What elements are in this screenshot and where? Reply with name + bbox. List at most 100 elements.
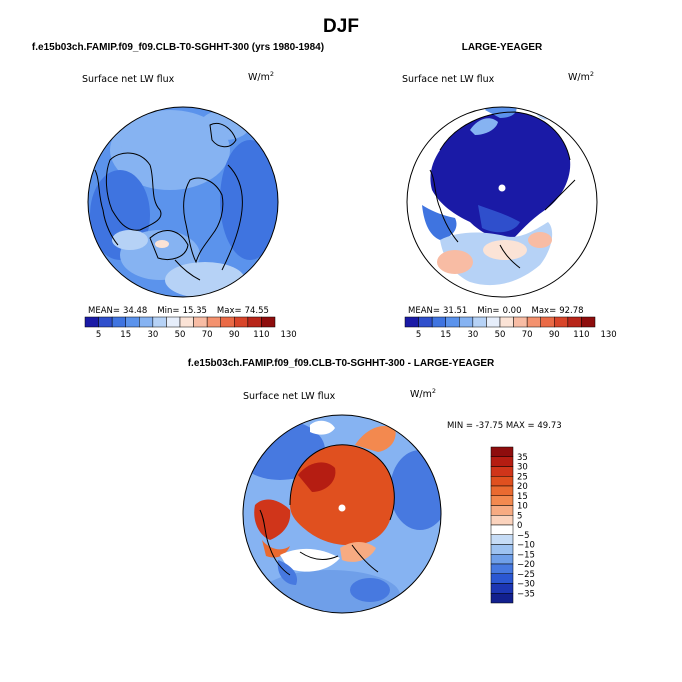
- panel-model-units-label: W/m: [248, 72, 270, 83]
- stat-min-label: Min=: [477, 306, 499, 316]
- colorbar-model-swatch: [206, 316, 221, 328]
- colorbar-difference-tick-label: 35: [517, 453, 528, 463]
- colorbar-model-swatch: [261, 316, 276, 328]
- panel-model-stats: MEAN= 34.48 Min= 15.35 Max= 74.55: [88, 306, 269, 316]
- colorbar-difference-swatch: [490, 456, 514, 467]
- colorbar-reference-swatch: [526, 316, 541, 328]
- colorbar-model-swatch: [84, 316, 99, 328]
- colorbar-reference-swatch: [581, 316, 596, 328]
- panel-difference-units-exponent: 2: [432, 387, 436, 395]
- colorbar-difference-swatch: [490, 466, 514, 477]
- colorbar-model-tick-label: 130: [280, 330, 296, 340]
- colorbar-difference-tick-label: −20: [517, 560, 535, 570]
- panel-difference-map-border: [242, 414, 442, 614]
- stat-mean-label: MEAN=: [408, 306, 440, 316]
- colorbar-reference-tick-label: 90: [549, 330, 560, 340]
- colorbar-reference-swatch: [459, 316, 474, 328]
- pole-marker: [338, 504, 346, 512]
- colorbar-difference-tick-label: 5: [517, 511, 522, 521]
- colorbar-model-swatch: [179, 316, 194, 328]
- colorbar-difference-tick-label: 30: [517, 463, 528, 473]
- colorbar-reference-tick-label: 50: [495, 330, 506, 340]
- page-title: DJF: [323, 16, 359, 37]
- panel-reference-case-title: LARGE-YEAGER: [462, 42, 543, 53]
- colorbar-reference-swatch: [472, 316, 487, 328]
- stat-min-label: Min=: [157, 306, 179, 316]
- colorbar-difference-tick-label: −5: [517, 531, 530, 541]
- colorbar-model-tick-label: 70: [202, 330, 213, 340]
- stat-max: 92.78: [559, 306, 583, 316]
- panel-reference-units-exponent: 2: [590, 70, 594, 78]
- panel-model-units-exponent: 2: [270, 70, 274, 78]
- stat-max: 74.55: [245, 306, 269, 316]
- colorbar-difference-tick-label: −10: [517, 541, 535, 551]
- colorbar-model-swatch: [247, 316, 262, 328]
- panel-model-map-border: [87, 106, 279, 298]
- colorbar-model-tick-label: 90: [229, 330, 240, 340]
- colorbar-reference-tick-label: 30: [467, 330, 478, 340]
- colorbar-model-tick-label: 5: [96, 330, 101, 340]
- stat-min: 15.35: [183, 306, 207, 316]
- panel-reference-units: W/m2: [568, 70, 594, 83]
- colorbar-difference-tick-label: 10: [517, 502, 528, 512]
- colorbar-difference-swatch: [490, 446, 514, 457]
- colorbar-model-swatch: [139, 316, 154, 328]
- colorbar-model-swatch: [111, 316, 126, 328]
- colorbar-reference-swatch: [445, 316, 460, 328]
- colorbar-difference-tick-label: 25: [517, 472, 528, 482]
- colorbar-difference-tick-label: −15: [517, 550, 535, 560]
- panel-reference-map-border: [406, 106, 598, 298]
- panel-reference-map: [407, 107, 597, 297]
- colorbar-reference-swatch: [513, 316, 528, 328]
- stat-mean-label: MEAN=: [88, 306, 120, 316]
- colorbar-reference-swatch: [554, 316, 569, 328]
- colorbar-model-swatch: [234, 316, 249, 328]
- colorbar-reference-tick-label: 130: [600, 330, 616, 340]
- stat-max-label: Max=: [532, 306, 557, 316]
- colorbar-reference-swatch: [404, 316, 419, 328]
- colorbar-reference-tick-label: 5: [416, 330, 421, 340]
- colorbar-difference-swatch: [490, 544, 514, 555]
- panel-difference: f.e15b03ch.FAMIP.f09_f09.CLB-T0-SGHHT-30…: [188, 358, 562, 614]
- panel-model-map: [88, 107, 278, 297]
- stat-min: 0.00: [503, 306, 522, 316]
- colorbar-reference-swatch: [418, 316, 433, 328]
- panel-difference-map: [243, 415, 441, 613]
- colorbar-difference-swatch: [490, 524, 514, 535]
- colorbar-difference-tick-label: −30: [517, 580, 535, 590]
- colorbar-difference-tick-label: 0: [517, 521, 522, 531]
- panel-reference-units-label: W/m: [568, 72, 590, 83]
- colorbar-reference-tick-label: 70: [522, 330, 533, 340]
- colorbar-difference-swatch: [490, 554, 514, 565]
- panel-reference-colorbar: 5 15 30 50 70 90 110 130: [404, 316, 617, 340]
- panel-difference-units: W/m2: [410, 387, 436, 400]
- colorbar-difference-tick-label: 15: [517, 492, 528, 502]
- colorbar-model-tick-label: 15: [120, 330, 131, 340]
- panel-difference-case-title: f.e15b03ch.FAMIP.f09_f09.CLB-T0-SGHHT-30…: [188, 358, 495, 369]
- colorbar-reference-swatch: [540, 316, 555, 328]
- colorbar-difference-swatch: [490, 583, 514, 594]
- colorbar-model-swatch: [152, 316, 167, 328]
- colorbar-difference-swatch: [490, 495, 514, 506]
- colorbar-reference-swatch: [431, 316, 446, 328]
- colorbar-model-swatch: [125, 316, 140, 328]
- colorbar-model-swatch: [220, 316, 235, 328]
- stat-mean: 34.48: [123, 306, 147, 316]
- panel-difference-minmax: MIN = -37.75 MAX = 49.73: [447, 421, 562, 431]
- colorbar-reference-swatch: [499, 316, 514, 328]
- colorbar-model-swatch: [98, 316, 113, 328]
- panel-model-units: W/m2: [248, 70, 274, 83]
- panel-model: f.e15b03ch.FAMIP.f09_f09.CLB-T0-SGHHT-30…: [32, 42, 324, 340]
- panel-difference-units-label: W/m: [410, 389, 432, 400]
- colorbar-difference-tick-label: 20: [517, 482, 528, 492]
- colorbar-difference-swatch: [490, 563, 514, 574]
- stat-max-label: Max=: [217, 306, 242, 316]
- colorbar-reference-swatch: [567, 316, 582, 328]
- stat-mean: 31.51: [443, 306, 467, 316]
- colorbar-model-swatch: [193, 316, 208, 328]
- colorbar-difference-swatch: [490, 534, 514, 545]
- colorbar-reference-tick-label: 15: [440, 330, 451, 340]
- colorbar-reference-tick-label: 110: [573, 330, 589, 340]
